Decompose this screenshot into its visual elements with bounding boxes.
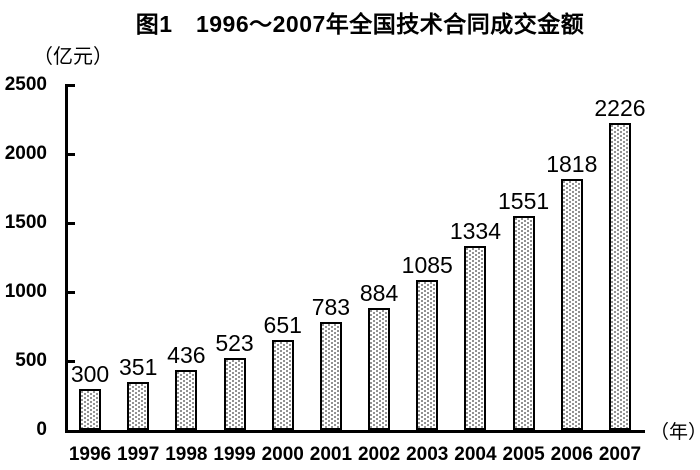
bar-1996 (79, 388, 101, 430)
bar-2000 (271, 340, 294, 430)
x-axis-tick-label: 2007 (598, 444, 642, 465)
y-axis-tick-label: 1000 (4, 281, 47, 302)
bar-value-label: 1818 (546, 151, 598, 178)
bar-value-label: 884 (359, 280, 399, 306)
x-axis-line (65, 430, 645, 433)
bar-2001 (319, 321, 342, 430)
y-axis-tick (65, 83, 75, 87)
x-axis-tick-label: 2003 (406, 444, 449, 465)
bar-value-label: 1085 (401, 252, 453, 279)
bar-2002 (368, 308, 391, 430)
x-axis-tick-label: 2000 (261, 444, 304, 465)
bar-2004 (464, 245, 487, 430)
bar-2003 (416, 280, 439, 430)
y-axis-tick (65, 290, 75, 294)
x-axis-tick-label: 2006 (550, 444, 593, 465)
x-axis-tick-label: 1999 (213, 444, 256, 465)
chart-title: 图1 1996～2007年全国技术合同成交金额 (135, 11, 585, 37)
bar-value-label: 783 (311, 293, 351, 320)
bar-2005 (512, 215, 535, 430)
x-axis-unit-label: （年） (650, 422, 700, 443)
bar-1998 (175, 369, 198, 430)
y-axis-tick (65, 221, 75, 225)
x-axis-tick-label: 1998 (165, 444, 208, 465)
y-axis-tick-label: 500 (15, 350, 47, 371)
bar-value-label: 651 (263, 312, 302, 339)
bar-value-label: 1551 (498, 187, 550, 214)
y-axis-tick-label: 1500 (4, 212, 47, 233)
bar-2006 (560, 179, 583, 430)
x-axis-tick-label: 2002 (357, 444, 401, 465)
bar-2007 (608, 122, 631, 430)
x-axis-tick-label: 2001 (309, 444, 353, 465)
y-axis-line (65, 85, 68, 433)
bar-1999 (223, 357, 246, 430)
x-axis-tick-label: 2005 (502, 444, 545, 465)
bar-value-label: 436 (167, 341, 206, 368)
bar-value-label: 2226 (594, 94, 646, 121)
y-axis-tick (65, 152, 75, 156)
y-axis-tick-label: 2000 (4, 143, 47, 164)
x-axis-tick-label: 2004 (454, 444, 497, 465)
bar-value-label: 523 (215, 329, 254, 356)
y-axis-tick (65, 359, 75, 363)
bar-value-label: 1334 (449, 217, 502, 244)
bar-1997 (127, 381, 150, 430)
y-axis-tick-label: 2500 (4, 74, 47, 95)
y-axis-tick-label: 0 (36, 419, 47, 440)
bar-value-label: 300 (70, 360, 110, 387)
y-axis-unit-label: （亿元） (33, 46, 113, 68)
x-axis-tick-label: 1996 (68, 444, 112, 465)
x-axis-tick-label: 1997 (117, 444, 160, 465)
bar-value-label: 351 (118, 353, 158, 380)
